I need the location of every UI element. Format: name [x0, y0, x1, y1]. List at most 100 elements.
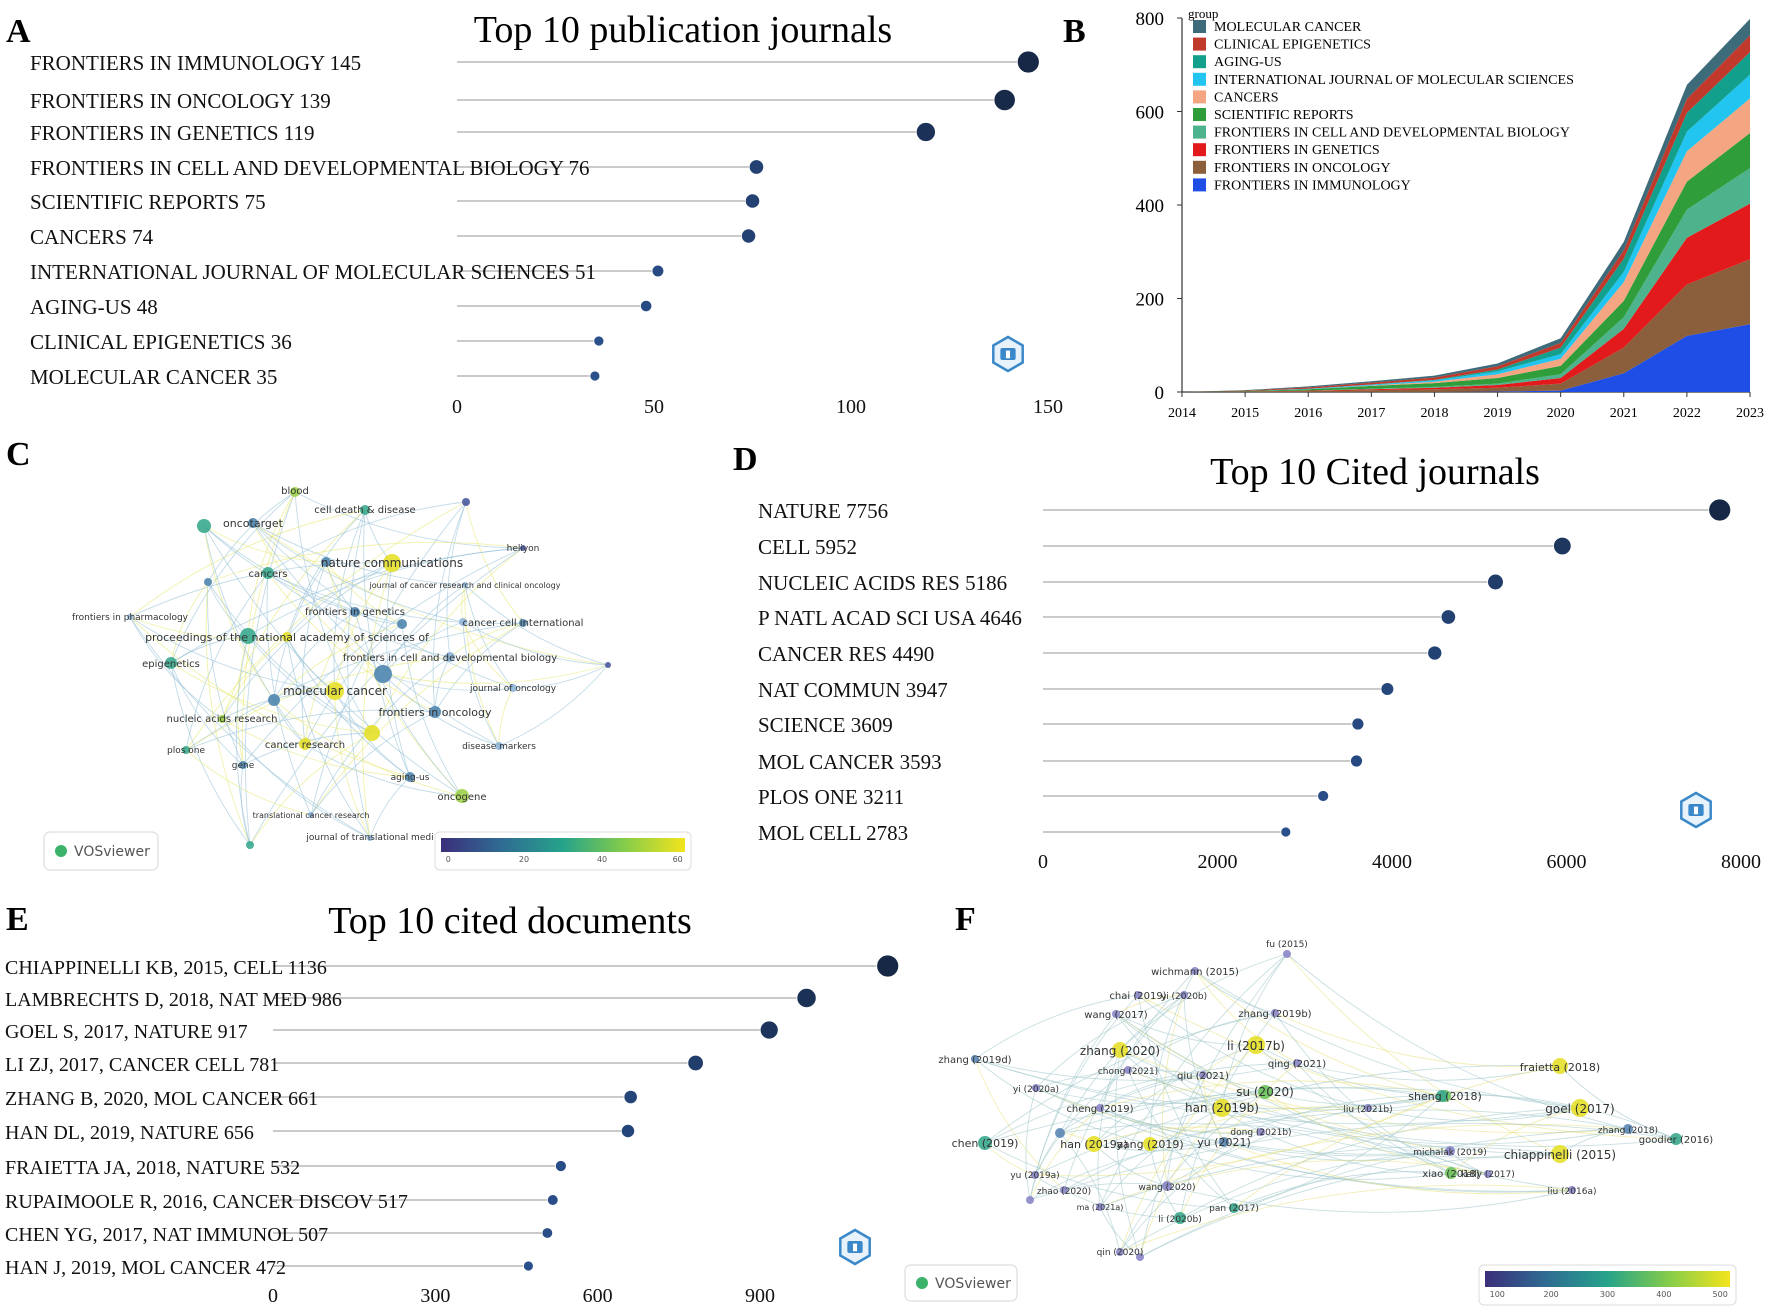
- f-node-label: qin (2020): [1097, 1248, 1144, 1258]
- c-node-label: nucleic acids research: [167, 714, 278, 725]
- c-edge: [185, 572, 269, 751]
- c-node-label: heliyon: [507, 544, 540, 554]
- f-node-label: liu (2021b): [1343, 1105, 1392, 1115]
- c-node-label: plos one: [167, 746, 205, 756]
- c-edge: [185, 501, 467, 751]
- f-edge: [1093, 1143, 1168, 1187]
- c-node-label: translational cancer research: [253, 811, 370, 820]
- c-colorbar: [441, 838, 685, 852]
- b-legend-swatch: [1193, 20, 1206, 33]
- f-node: [1364, 1104, 1372, 1112]
- f-edge: [1221, 1107, 1629, 1145]
- f-node: [1436, 1090, 1448, 1102]
- d-point: [1351, 717, 1365, 731]
- f-edge: [1029, 1141, 1225, 1201]
- f-node-label: goodier (2016): [1639, 1135, 1714, 1146]
- f-edge: [1035, 1069, 1204, 1089]
- f-node: [1247, 1036, 1265, 1054]
- f-edges: [974, 953, 1677, 1258]
- f-node: [1568, 1186, 1576, 1194]
- c-edge: [185, 656, 451, 751]
- b-legend-swatch: [1193, 143, 1206, 157]
- c-edge: [221, 718, 371, 839]
- e-point: [796, 987, 817, 1009]
- f-edge: [1099, 1107, 1223, 1208]
- logo-icon-a: [992, 335, 1024, 373]
- e-category-label: FRAIETTA JA, 2018, NATURE 532: [5, 1157, 300, 1179]
- f-edge: [1115, 1013, 1266, 1093]
- b-area-series: [1182, 203, 1750, 392]
- b-x-tick-label: 2014: [1168, 406, 1196, 421]
- e-tick-label: 600: [583, 1285, 613, 1307]
- f-vos-label: VOSviewer: [935, 1276, 1011, 1292]
- a-tick-label: 100: [836, 396, 866, 418]
- c-node: [240, 628, 256, 644]
- c-node: [383, 554, 401, 572]
- f-node-label: wang (2020): [1138, 1183, 1195, 1193]
- f-edge: [1119, 1131, 1262, 1253]
- f-edge: [1115, 1049, 1141, 1258]
- f-node-label: yu (2019a): [1010, 1171, 1059, 1181]
- a-category-label: AGING-US 48: [30, 295, 158, 319]
- d-tick-label: 4000: [1372, 851, 1412, 873]
- c-edge: [170, 662, 373, 734]
- f-edge: [1194, 970, 1298, 1064]
- f-node: [1136, 1253, 1144, 1261]
- c-node-label: cell death & disease: [314, 505, 415, 516]
- c-edge: [221, 562, 393, 720]
- c-colorbar-tick: 20: [519, 855, 529, 864]
- b-area-series: [1182, 168, 1750, 392]
- a-category-label: CLINICAL EPIGENETICS 36: [30, 330, 292, 354]
- f-edge: [1139, 953, 1288, 1258]
- f-node: [1670, 1133, 1682, 1145]
- f-edge: [1233, 1065, 1561, 1209]
- panel-label-c: C: [6, 436, 31, 473]
- f-edge: [1149, 1106, 1369, 1145]
- c-edge: [267, 501, 467, 574]
- c-node: [290, 487, 300, 497]
- c-node: [268, 694, 280, 706]
- c-edge: [185, 622, 524, 751]
- c-edge: [129, 616, 288, 640]
- a-point: [744, 193, 761, 209]
- c-edge: [382, 664, 609, 684]
- c-edge: [205, 581, 251, 846]
- f-edge: [1059, 1074, 1204, 1134]
- f-node: [1116, 1248, 1124, 1256]
- f-edge: [1149, 970, 1196, 1145]
- f-edge: [1115, 1013, 1257, 1046]
- c-edge: [301, 561, 327, 745]
- e-point: [687, 1054, 704, 1072]
- f-edge: [1233, 1095, 1443, 1209]
- b-legend-swatch: [1193, 178, 1206, 192]
- f-node: [1055, 1128, 1065, 1138]
- c-node: [405, 772, 415, 782]
- c-edge: [273, 699, 463, 797]
- c-node-label: cancers: [249, 569, 288, 580]
- a-point: [915, 122, 936, 142]
- f-node: [1112, 1042, 1128, 1058]
- e-point: [554, 1160, 567, 1172]
- f-edge: [1149, 1143, 1452, 1180]
- c-edge: [203, 525, 403, 625]
- f-edge: [1367, 1107, 1581, 1122]
- f-node-label: zhang (2019b): [1238, 1009, 1311, 1020]
- f-edge: [1119, 1091, 1266, 1253]
- b-legend-label: MOLECULAR CANCER: [1214, 20, 1362, 35]
- b-x-tick-label: 2023: [1736, 406, 1764, 421]
- c-node-label: journal of oncology: [469, 684, 557, 694]
- f-node: [1445, 1146, 1455, 1156]
- c-edge: [347, 509, 371, 839]
- b-legend-swatch: [1193, 160, 1206, 174]
- c-edge: [185, 749, 312, 816]
- b-legend-swatch: [1193, 90, 1206, 104]
- f-node: [1134, 991, 1142, 999]
- a-tick-label: 150: [1033, 396, 1063, 418]
- panel-label-b: B: [1063, 13, 1086, 50]
- a-point: [748, 159, 765, 175]
- f-node-label: dong (2021b): [1230, 1128, 1291, 1138]
- c-node-label: cancer research: [265, 740, 345, 751]
- a-point: [741, 228, 757, 244]
- f-node: [1191, 967, 1199, 975]
- e-category-label: CHEN YG, 2017, NAT IMMUNOL 507: [5, 1224, 328, 1246]
